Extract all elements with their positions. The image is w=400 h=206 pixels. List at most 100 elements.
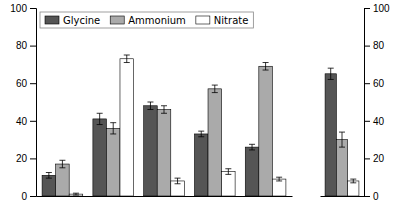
error-line [150, 102, 151, 110]
error-cap [225, 174, 231, 175]
error-cap [350, 179, 356, 180]
bar [144, 106, 158, 196]
error-bar [198, 131, 204, 137]
error-line [164, 106, 165, 114]
tick: 60 [364, 78, 385, 89]
legend-item: Nitrate [196, 15, 249, 26]
error-cap [124, 62, 130, 63]
legend-swatch [45, 16, 59, 24]
error-cap [147, 102, 153, 103]
legend-label: Glycine [63, 15, 100, 26]
bar [157, 110, 171, 196]
legend-item: Ammonium [110, 15, 186, 26]
error-bar [212, 85, 218, 93]
tick-mark [364, 8, 370, 9]
y-axis: 0 20 40 60 80 100 [10, 3, 36, 202]
error-bar [161, 106, 167, 114]
tick: 40 [364, 116, 385, 127]
error-line [342, 132, 343, 147]
marks [325, 68, 359, 196]
tick: 80 [364, 40, 385, 51]
legend-label: Ammonium [128, 15, 186, 26]
x-axis [321, 196, 365, 198]
error-bar [328, 68, 334, 79]
error-line [330, 68, 331, 79]
error-cap [198, 136, 204, 137]
tick: 20 [364, 153, 385, 164]
error-cap [328, 68, 334, 69]
error-line [201, 131, 202, 137]
error-cap [175, 183, 181, 184]
x-axis [37, 196, 293, 198]
error-bar [73, 193, 79, 195]
error-line [265, 63, 266, 71]
error-cap [249, 144, 255, 145]
error-cap [46, 172, 52, 173]
tick-label: 60 [16, 78, 28, 89]
error-cap [46, 178, 52, 179]
tick-mark [364, 83, 370, 84]
tick: 100 [364, 3, 390, 14]
tick: 60 [16, 78, 36, 89]
tick: 80 [16, 40, 36, 51]
bar [69, 194, 83, 196]
tick-label: 80 [16, 40, 28, 51]
tick-label: 100 [373, 3, 390, 14]
tick-label: 0 [21, 191, 27, 202]
error-bar [175, 178, 181, 184]
tick-label: 20 [16, 153, 28, 164]
bar [336, 140, 347, 196]
tick: 0 [21, 191, 36, 202]
legend-swatch [196, 16, 210, 24]
tick-label: 40 [373, 116, 385, 127]
bar [56, 164, 70, 196]
tick-label: 40 [16, 116, 28, 127]
tick-label: 60 [373, 78, 385, 89]
bar [42, 175, 56, 196]
error-cap [339, 147, 345, 148]
error-bar [97, 113, 103, 124]
tick-mark [30, 196, 36, 197]
error-bar [46, 173, 52, 179]
tick-label: 100 [10, 3, 27, 14]
error-bar [225, 169, 231, 175]
error-cap [124, 55, 130, 56]
legend-label: Nitrate [214, 15, 249, 26]
bar [348, 181, 359, 196]
error-line [177, 178, 178, 184]
chart: 0 20 40 60 80 100 Glycine Ammonium Nitrate 0 20 40 6… [0, 0, 400, 206]
legend-swatch [110, 16, 124, 24]
tick: 100 [10, 3, 36, 14]
bar [194, 134, 208, 196]
error-bar [350, 179, 356, 183]
error-cap [110, 133, 116, 134]
tick-mark [30, 46, 36, 47]
bar [272, 179, 286, 196]
error-cap [147, 109, 153, 110]
marks [42, 55, 286, 196]
tick-mark [30, 121, 36, 122]
tick-label: 0 [373, 191, 379, 202]
error-line [126, 55, 127, 63]
error-bar [110, 123, 116, 134]
error-line [48, 173, 49, 179]
error-cap [161, 113, 167, 114]
tick-mark [364, 46, 370, 47]
error-bar [249, 144, 255, 150]
bar [325, 74, 336, 196]
axis-line [37, 196, 293, 197]
bar [106, 128, 120, 196]
error-bar [339, 132, 345, 147]
error-cap [175, 178, 181, 179]
bar [245, 147, 259, 196]
error-cap [263, 70, 269, 71]
axis-line [30, 9, 37, 197]
bar [93, 119, 107, 196]
error-cap [276, 180, 282, 181]
y-axis: 0 20 40 60 80 100 [364, 3, 390, 202]
error-cap [59, 160, 65, 161]
tick-label: 80 [373, 40, 385, 51]
axis-line [321, 196, 365, 197]
error-cap [212, 85, 218, 86]
legend-frame [40, 12, 253, 28]
